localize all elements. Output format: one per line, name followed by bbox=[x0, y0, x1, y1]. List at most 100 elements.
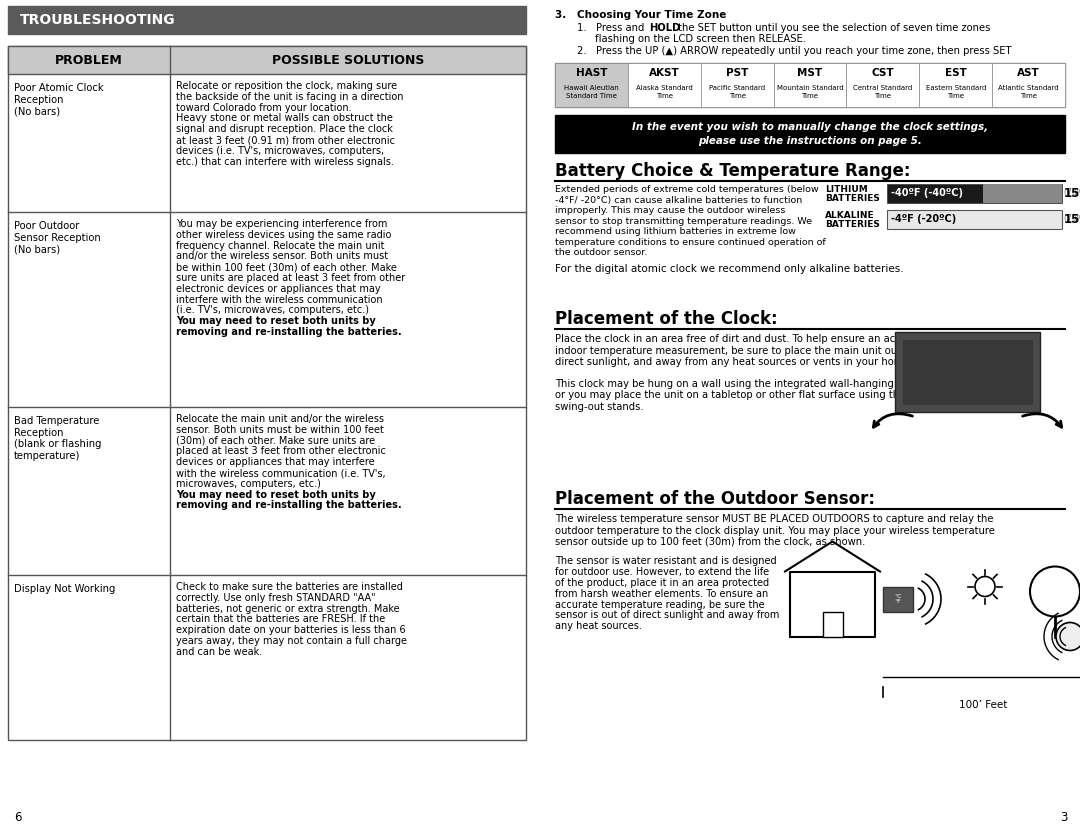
Text: sure units are placed at least 3 feet from other: sure units are placed at least 3 feet fr… bbox=[176, 273, 405, 283]
Text: with the wireless communication (i.e. TV's,: with the wireless communication (i.e. TV… bbox=[176, 468, 386, 478]
Text: Battery Choice & Temperature Range:: Battery Choice & Temperature Range: bbox=[555, 162, 910, 180]
Text: 2.   Press the UP (▲) ARROW repeatedly until you reach your time zone, then pres: 2. Press the UP (▲) ARROW repeatedly unt… bbox=[577, 46, 1012, 56]
Text: -40ºF (-40ºC): -40ºF (-40ºC) bbox=[891, 188, 963, 198]
Text: improperly. This may cause the outdoor wireless: improperly. This may cause the outdoor w… bbox=[555, 206, 785, 215]
Text: indoor temperature measurement, be sure to place the main unit out of: indoor temperature measurement, be sure … bbox=[555, 345, 914, 355]
Text: POSSIBLE SOLUTIONS: POSSIBLE SOLUTIONS bbox=[272, 53, 424, 67]
Text: direct sunlight, and away from any heat sources or vents in your home.: direct sunlight, and away from any heat … bbox=[555, 357, 913, 367]
Text: CST: CST bbox=[872, 68, 894, 78]
Text: AST: AST bbox=[1017, 68, 1040, 78]
Text: Extended periods of extreme cold temperatures (below: Extended periods of extreme cold tempera… bbox=[555, 185, 819, 194]
Text: -4°F/ -20°C) can cause alkaline batteries to function: -4°F/ -20°C) can cause alkaline batterie… bbox=[555, 195, 802, 204]
Text: ALKALINE: ALKALINE bbox=[825, 211, 875, 220]
Text: 158ºF: 158ºF bbox=[1064, 213, 1080, 225]
Text: Placement of the Clock:: Placement of the Clock: bbox=[555, 310, 778, 328]
Text: for outdoor use. However, to extend the life: for outdoor use. However, to extend the … bbox=[555, 567, 769, 577]
Text: 6: 6 bbox=[14, 811, 22, 824]
Bar bbox=[887, 210, 1062, 229]
Bar bbox=[983, 184, 1062, 203]
Text: sensor outside up to 100 feet (30m) from the clock, as shown.: sensor outside up to 100 feet (30m) from… bbox=[555, 537, 865, 547]
Text: be within 100 feet (30m) of each other. Make: be within 100 feet (30m) of each other. … bbox=[176, 262, 396, 272]
Text: Place the clock in an area free of dirt and dust. To help ensure an accurate: Place the clock in an area free of dirt … bbox=[555, 334, 928, 344]
Bar bbox=[627, 63, 701, 107]
Text: expiration date on your batteries is less than 6: expiration date on your batteries is les… bbox=[176, 626, 406, 636]
Text: HAST: HAST bbox=[576, 68, 607, 78]
Text: (No bars): (No bars) bbox=[14, 244, 60, 254]
Text: In the event you wish to manually change the clock settings,
please use the inst: In the event you wish to manually change… bbox=[632, 122, 988, 147]
Text: Time: Time bbox=[801, 93, 819, 99]
Bar bbox=[887, 184, 1062, 203]
Text: Standard Time: Standard Time bbox=[566, 93, 617, 99]
Bar bbox=[8, 46, 526, 740]
Text: Poor Atomic Clock: Poor Atomic Clock bbox=[14, 83, 104, 93]
Text: microwaves, computers, etc.): microwaves, computers, etc.) bbox=[176, 479, 321, 489]
Text: and/or the wireless sensor. Both units must: and/or the wireless sensor. Both units m… bbox=[176, 251, 388, 261]
Text: frequency channel. Relocate the main unit: frequency channel. Relocate the main uni… bbox=[176, 240, 384, 250]
Bar bbox=[555, 63, 627, 107]
Text: Central Standard: Central Standard bbox=[853, 85, 913, 91]
Text: (No bars): (No bars) bbox=[14, 106, 60, 116]
Text: Placement of the Outdoor Sensor:: Placement of the Outdoor Sensor: bbox=[555, 490, 875, 508]
Text: (70ºC): (70ºC) bbox=[1064, 214, 1080, 223]
Text: Choosing Your Time Zone: Choosing Your Time Zone bbox=[577, 10, 727, 20]
Text: TROUBLESHOOTING: TROUBLESHOOTING bbox=[21, 13, 176, 27]
Text: For the digital atomic clock we recommend only alkaline batteries.: For the digital atomic clock we recommen… bbox=[555, 264, 904, 274]
Text: This clock may be hung on a wall using the integrated wall-hanging hole,: This clock may be hung on a wall using t… bbox=[555, 379, 921, 389]
Text: Hawaii Aleutian: Hawaii Aleutian bbox=[564, 85, 619, 91]
Text: LITHIUM: LITHIUM bbox=[825, 185, 867, 194]
Text: etc.) that can interfere with wireless signals.: etc.) that can interfere with wireless s… bbox=[176, 157, 394, 167]
Bar bbox=[555, 115, 1065, 153]
Text: Time: Time bbox=[875, 93, 891, 99]
Text: (70ºC): (70ºC) bbox=[1064, 188, 1080, 197]
Text: and can be weak.: and can be weak. bbox=[176, 647, 262, 657]
Text: certain that the batteries are FRESH. If the: certain that the batteries are FRESH. If… bbox=[176, 615, 386, 625]
Text: outdoor temperature to the clock display unit. You may place your wireless tempe: outdoor temperature to the clock display… bbox=[555, 525, 995, 535]
Text: the outdoor sensor.: the outdoor sensor. bbox=[555, 248, 647, 257]
Text: the SET button until you see the selection of seven time zones: the SET button until you see the selecti… bbox=[675, 23, 990, 33]
Text: Pacific Standard: Pacific Standard bbox=[710, 85, 766, 91]
Text: swing-out stands.: swing-out stands. bbox=[555, 401, 644, 411]
Text: (blank or flashing: (blank or flashing bbox=[14, 439, 102, 449]
Text: interfere with the wireless communication: interfere with the wireless communicatio… bbox=[176, 294, 382, 304]
Bar bbox=[8, 6, 526, 34]
Text: EST: EST bbox=[945, 68, 967, 78]
Text: (30m) of each other. Make sure units are: (30m) of each other. Make sure units are bbox=[176, 435, 375, 445]
Text: The sensor is water resistant and is designed: The sensor is water resistant and is des… bbox=[555, 556, 777, 566]
Text: Atlantic Standard: Atlantic Standard bbox=[998, 85, 1058, 91]
Text: temperature): temperature) bbox=[14, 450, 80, 460]
Text: Eastern Standard: Eastern Standard bbox=[926, 85, 986, 91]
Text: flashing on the LCD screen then RELEASE.: flashing on the LCD screen then RELEASE. bbox=[595, 34, 806, 44]
Text: -4ºF (-20ºC): -4ºF (-20ºC) bbox=[891, 214, 956, 224]
Text: other wireless devices using the same radio: other wireless devices using the same ra… bbox=[176, 230, 391, 240]
Text: 3.: 3. bbox=[555, 10, 577, 20]
Text: 158ºF: 158ºF bbox=[1064, 187, 1080, 199]
Text: sensor. Both units must be within 100 feet: sensor. Both units must be within 100 fe… bbox=[176, 425, 383, 435]
Text: BATTERIES: BATTERIES bbox=[825, 194, 880, 203]
Text: Reception: Reception bbox=[14, 428, 64, 438]
Text: Time: Time bbox=[947, 93, 964, 99]
Text: Poor Outdoor: Poor Outdoor bbox=[14, 221, 79, 231]
Text: removing and re-installing the batteries.: removing and re-installing the batteries… bbox=[176, 500, 402, 510]
Text: devices (i.e. TV's, microwaves, computers,: devices (i.e. TV's, microwaves, computer… bbox=[176, 146, 384, 156]
Text: Bad Temperature: Bad Temperature bbox=[14, 416, 99, 426]
Text: °C
°F: °C °F bbox=[894, 594, 902, 605]
Text: from harsh weather elements. To ensure an: from harsh weather elements. To ensure a… bbox=[555, 589, 768, 599]
Text: Time: Time bbox=[656, 93, 673, 99]
Text: 100’ Feet: 100’ Feet bbox=[959, 700, 1008, 710]
Text: Reception: Reception bbox=[14, 94, 64, 104]
Bar bbox=[773, 63, 847, 107]
Text: toward Colorado from your location.: toward Colorado from your location. bbox=[176, 103, 352, 113]
Text: HOLD: HOLD bbox=[649, 23, 680, 33]
Text: removing and re-installing the batteries.: removing and re-installing the batteries… bbox=[176, 327, 402, 337]
Text: electronic devices or appliances that may: electronic devices or appliances that ma… bbox=[176, 284, 380, 294]
Text: sensor to stop transmitting temperature readings. We: sensor to stop transmitting temperature … bbox=[555, 217, 812, 225]
Circle shape bbox=[1056, 622, 1080, 651]
Text: You may need to reset both units by: You may need to reset both units by bbox=[176, 490, 376, 500]
Text: or you may place the unit on a tabletop or other flat surface using the: or you may place the unit on a tabletop … bbox=[555, 390, 905, 400]
Bar bbox=[8, 46, 526, 74]
Text: temperature conditions to ensure continued operation of: temperature conditions to ensure continu… bbox=[555, 238, 826, 247]
Text: MST: MST bbox=[797, 68, 823, 78]
Text: Heavy stone or metal walls can obstruct the: Heavy stone or metal walls can obstruct … bbox=[176, 113, 393, 123]
Text: The wireless temperature sensor MUST BE PLACED OUTDOORS to capture and relay the: The wireless temperature sensor MUST BE … bbox=[555, 514, 994, 524]
Text: of the product, place it in an area protected: of the product, place it in an area prot… bbox=[555, 578, 769, 588]
